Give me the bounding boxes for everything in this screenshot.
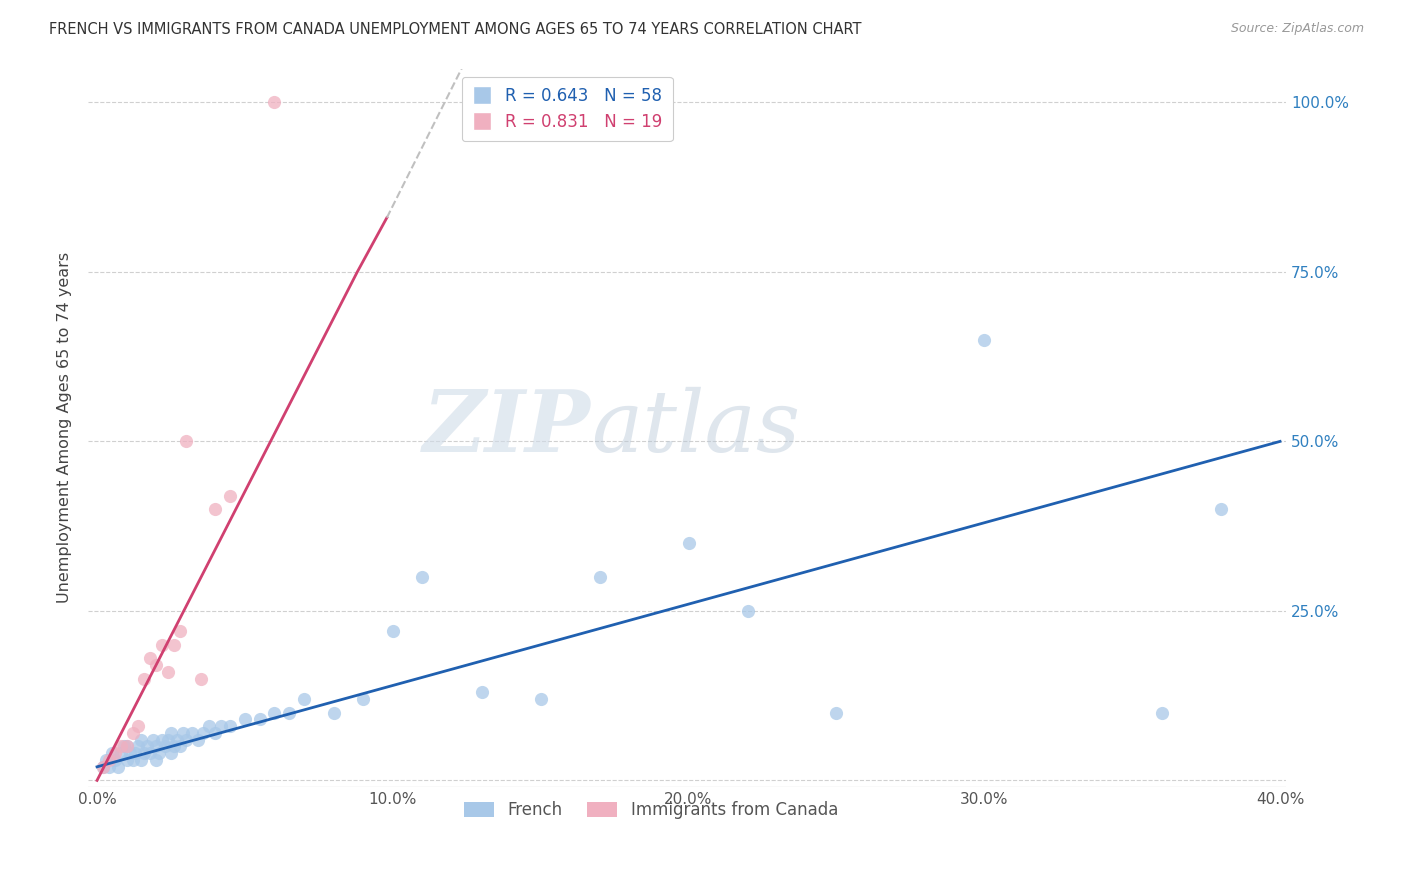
Point xyxy=(150,732,173,747)
Point xyxy=(322,706,344,720)
Point xyxy=(190,672,212,686)
Point xyxy=(150,638,173,652)
Point xyxy=(121,726,143,740)
Point xyxy=(204,502,226,516)
Point xyxy=(145,753,167,767)
Point xyxy=(131,732,153,747)
Point xyxy=(110,739,132,754)
Point xyxy=(145,658,167,673)
Point xyxy=(124,746,146,760)
Y-axis label: Unemployment Among Ages 65 to 74 years: Unemployment Among Ages 65 to 74 years xyxy=(58,252,72,603)
Point xyxy=(198,719,221,733)
Point xyxy=(107,760,129,774)
Point xyxy=(110,746,132,760)
Point xyxy=(160,746,183,760)
Point xyxy=(134,746,156,760)
Point xyxy=(1209,502,1232,516)
Point xyxy=(233,712,256,726)
Point xyxy=(136,739,159,754)
Point xyxy=(166,732,188,747)
Point xyxy=(163,638,186,652)
Point xyxy=(97,753,120,767)
Point xyxy=(352,692,374,706)
Point xyxy=(153,739,176,754)
Point xyxy=(118,746,141,760)
Point xyxy=(160,726,183,740)
Point xyxy=(292,692,315,706)
Point xyxy=(156,732,179,747)
Point xyxy=(737,604,759,618)
Point xyxy=(263,706,285,720)
Point xyxy=(174,434,197,449)
Point xyxy=(131,753,153,767)
Point xyxy=(127,719,149,733)
Point xyxy=(530,692,553,706)
Point xyxy=(91,760,114,774)
Point xyxy=(249,712,271,726)
Point xyxy=(172,726,194,740)
Point xyxy=(163,739,186,754)
Point xyxy=(104,753,127,767)
Point xyxy=(134,672,156,686)
Legend: French, Immigrants from Canada: French, Immigrants from Canada xyxy=(457,794,845,826)
Text: ZIP: ZIP xyxy=(423,386,592,469)
Point xyxy=(825,706,848,720)
Point xyxy=(101,746,124,760)
Point xyxy=(193,726,215,740)
Point xyxy=(678,536,700,550)
Text: atlas: atlas xyxy=(592,386,800,469)
Point xyxy=(381,624,404,639)
Point xyxy=(411,570,433,584)
Text: Source: ZipAtlas.com: Source: ZipAtlas.com xyxy=(1230,22,1364,36)
Point xyxy=(156,665,179,679)
Point xyxy=(148,746,170,760)
Point xyxy=(121,753,143,767)
Point xyxy=(115,739,138,754)
Point xyxy=(142,732,165,747)
Point xyxy=(145,739,167,754)
Point xyxy=(1150,706,1173,720)
Point xyxy=(209,719,232,733)
Point xyxy=(91,760,114,774)
Point xyxy=(219,489,242,503)
Point xyxy=(204,726,226,740)
Point xyxy=(94,753,117,767)
Text: FRENCH VS IMMIGRANTS FROM CANADA UNEMPLOYMENT AMONG AGES 65 TO 74 YEARS CORRELAT: FRENCH VS IMMIGRANTS FROM CANADA UNEMPLO… xyxy=(49,22,862,37)
Point xyxy=(470,685,492,699)
Point xyxy=(104,746,127,760)
Point xyxy=(589,570,612,584)
Point xyxy=(219,719,242,733)
Point xyxy=(263,95,285,110)
Point xyxy=(169,739,191,754)
Point xyxy=(115,739,138,754)
Point xyxy=(112,739,135,754)
Point xyxy=(97,760,120,774)
Point xyxy=(139,651,162,665)
Point xyxy=(180,726,202,740)
Point xyxy=(278,706,301,720)
Point xyxy=(127,739,149,754)
Point xyxy=(973,333,995,347)
Point xyxy=(169,624,191,639)
Point xyxy=(174,732,197,747)
Point xyxy=(187,732,209,747)
Point xyxy=(139,746,162,760)
Point xyxy=(115,753,138,767)
